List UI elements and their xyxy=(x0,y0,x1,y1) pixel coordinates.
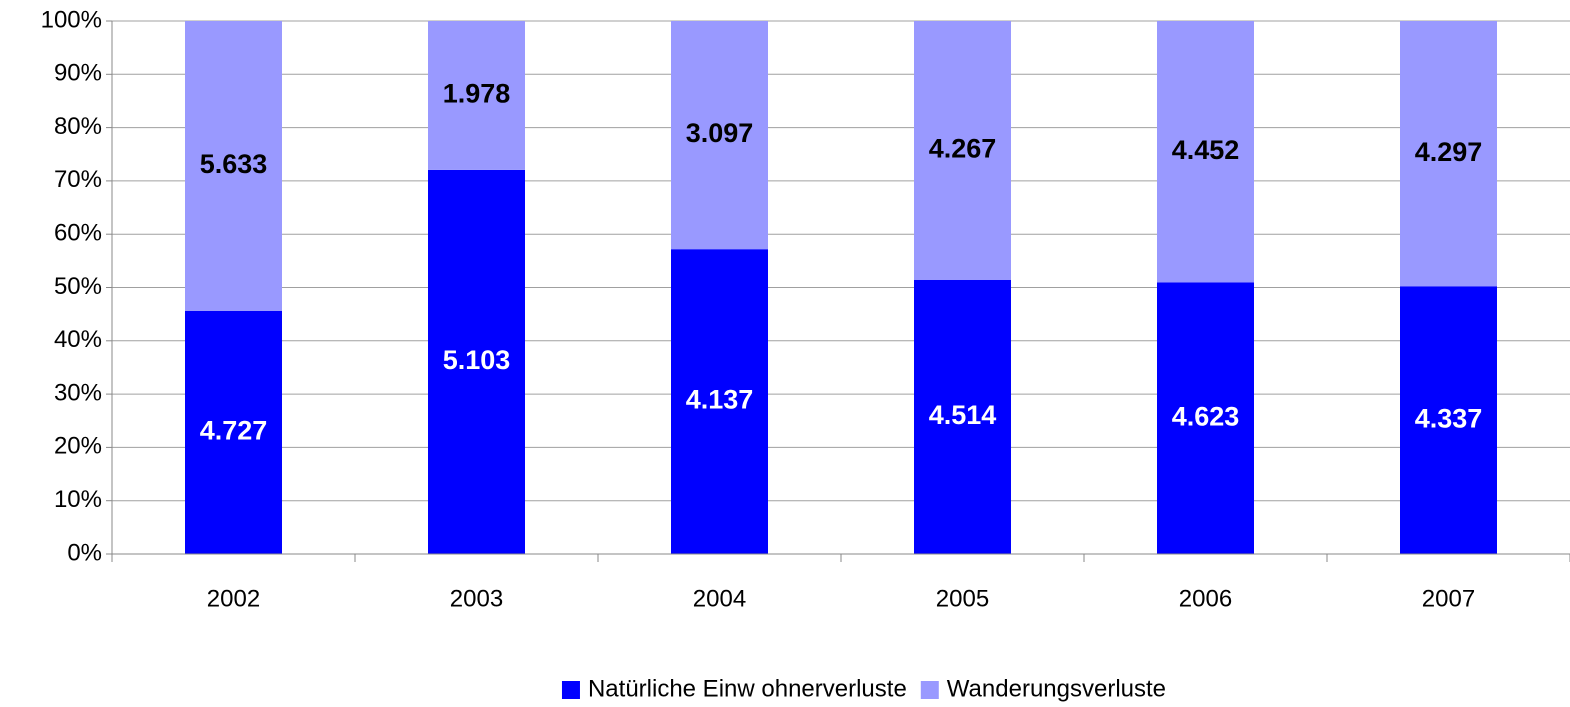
y-tick-label: 20% xyxy=(54,433,102,460)
bar-segment xyxy=(185,21,282,311)
y-tick-label: 40% xyxy=(54,326,102,353)
data-label: 4.727 xyxy=(200,416,268,446)
data-label: 4.514 xyxy=(929,400,997,430)
bar-segment xyxy=(185,310,282,554)
y-tick-label: 70% xyxy=(54,166,102,193)
data-label: 5.633 xyxy=(200,149,268,179)
bar-segment xyxy=(1400,286,1497,554)
bar-segment xyxy=(671,21,768,250)
bar-segment xyxy=(1157,21,1254,283)
data-label: 4.337 xyxy=(1415,403,1483,433)
legend-swatch xyxy=(561,681,580,699)
x-tick-label: 2002 xyxy=(207,585,260,612)
legend-label: Natürliche Einw ohnerverluste xyxy=(588,675,907,702)
legend-swatch xyxy=(920,681,939,699)
data-label: 1.978 xyxy=(443,79,511,109)
x-tick-label: 2003 xyxy=(450,585,503,612)
x-tick-label: 2005 xyxy=(936,585,989,612)
data-label: 4.623 xyxy=(1172,401,1240,431)
bar-segment xyxy=(671,249,768,555)
y-tick-label: 100% xyxy=(41,6,102,33)
y-tick-label: 50% xyxy=(54,273,102,300)
data-label: 3.097 xyxy=(686,118,754,148)
bar-segment xyxy=(914,21,1011,281)
data-label: 5.103 xyxy=(443,345,511,375)
bar-segment xyxy=(428,21,525,170)
y-tick-label: 60% xyxy=(54,220,102,247)
bar-segment xyxy=(428,169,525,554)
data-label: 4.297 xyxy=(1415,137,1483,167)
data-label: 4.137 xyxy=(686,385,754,415)
y-tick-label: 0% xyxy=(67,539,102,566)
data-label: 4.267 xyxy=(929,134,997,164)
y-tick-label: 90% xyxy=(54,60,102,87)
legend-label: Wanderungsverluste xyxy=(947,675,1166,702)
y-tick-label: 30% xyxy=(54,379,102,406)
x-tick-label: 2004 xyxy=(693,585,746,612)
y-tick-label: 10% xyxy=(54,486,102,513)
bar-segment xyxy=(914,280,1011,554)
y-tick-label: 80% xyxy=(54,113,102,140)
x-tick-label: 2007 xyxy=(1422,585,1475,612)
data-label: 4.452 xyxy=(1172,135,1240,165)
bar-segment xyxy=(1400,21,1497,287)
bar-segment xyxy=(1157,282,1254,554)
x-tick-label: 2006 xyxy=(1179,585,1232,612)
